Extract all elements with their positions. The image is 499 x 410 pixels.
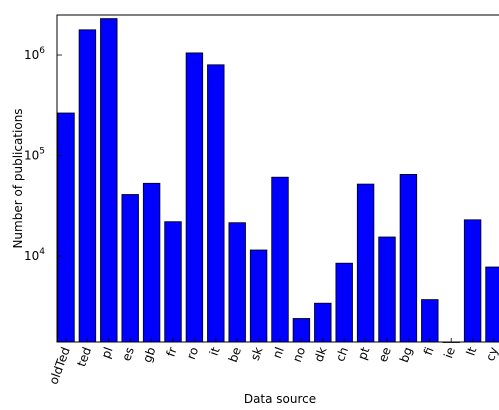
bar-be [228, 222, 246, 343]
bar-oldTed [57, 112, 75, 343]
bar-ted [78, 29, 97, 343]
y-tick-label: 104 [24, 247, 45, 263]
bar-pl [100, 18, 118, 343]
bar-fr [164, 221, 182, 343]
x-tick-label-ch: ch [333, 345, 351, 363]
x-tick-label-be: be [226, 345, 244, 364]
x-ticks: oldTed ted pl es gb fr ro it be sk nl no dk ch pt ee bg f… [46, 338, 499, 386]
bar-pt [356, 183, 375, 343]
bar-sk [249, 249, 268, 343]
bar-bg [399, 173, 418, 343]
x-tick-label-ee: ee [376, 345, 394, 364]
x-tick-label-cy: cy [483, 345, 499, 363]
x-tick-label-sk: sk [248, 345, 266, 362]
bar-gb [142, 182, 161, 343]
x-tick-label-lt: lt [464, 345, 480, 358]
y-tick-label: 106 [24, 46, 45, 62]
bars-layer [57, 18, 499, 343]
x-tick-label-fr: fr [164, 345, 180, 358]
bar-nl [271, 176, 289, 343]
x-tick-label-pt: pt [355, 345, 372, 362]
x-tick-label-pl: pl [99, 345, 116, 360]
bar-ch [335, 262, 353, 343]
bar-ee [378, 236, 396, 343]
y-axis-label: Number of publications [11, 108, 25, 248]
x-tick-label-it: it [207, 345, 223, 358]
x-tick-label-nl: nl [270, 345, 287, 360]
bar-lt [463, 219, 482, 343]
x-tick-label-gb: gb [140, 345, 158, 364]
y-ticks: 106 105 104 [24, 46, 62, 263]
bar-ro [185, 52, 204, 343]
bar-es [121, 194, 139, 343]
x-tick-label-es: es [119, 345, 137, 363]
bar-it [207, 64, 225, 343]
x-tick-label-ie: ie [441, 345, 458, 360]
bar-fi [421, 299, 439, 343]
x-tick-label-no: no [290, 345, 308, 364]
x-tick-label-fi: fi [421, 345, 437, 357]
y-tick-label: 105 [24, 147, 45, 163]
x-axis-label: Data source [244, 392, 316, 406]
x-tick-label-dk: dk [311, 345, 329, 364]
bar-dk [314, 302, 332, 343]
x-tick-label-bg: bg [397, 345, 415, 364]
bar-cy [485, 266, 499, 343]
x-tick-label-ro: ro [184, 345, 201, 361]
x-tick-label-oldTed: oldTed [46, 345, 72, 386]
x-tick-label-ted: ted [74, 345, 94, 368]
plot-frame [56, 14, 499, 343]
